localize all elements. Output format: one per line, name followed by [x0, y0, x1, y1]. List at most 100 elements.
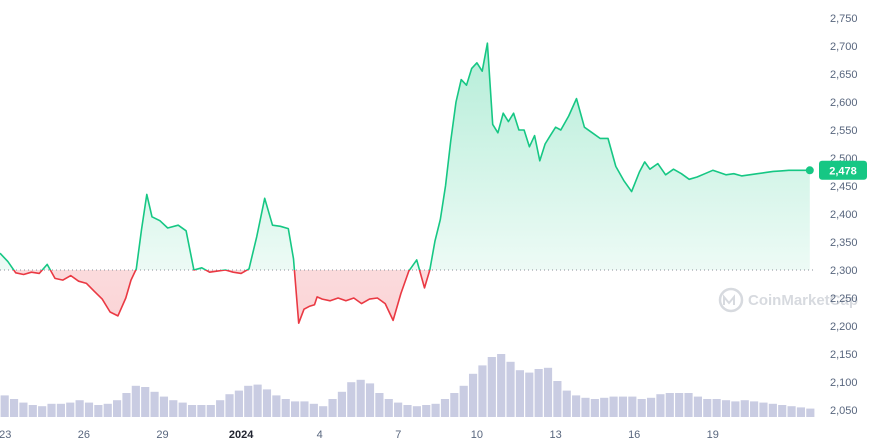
volume-bar	[740, 400, 749, 417]
volume-bar	[328, 399, 337, 417]
volume-bar	[197, 405, 206, 417]
volume-bar	[600, 397, 609, 417]
y-tick-label: 2,400	[830, 209, 858, 221]
y-tick-label: 2,250	[830, 293, 858, 305]
volume-bar	[572, 395, 581, 417]
volume-bar	[534, 369, 543, 417]
current-price-dot	[805, 166, 814, 175]
volume-bar	[618, 396, 628, 417]
volume-bar	[440, 399, 450, 417]
volume-bar	[150, 391, 159, 417]
volume-bar	[422, 405, 431, 417]
volume-bar	[656, 394, 665, 417]
volume-bar	[703, 399, 712, 417]
volume-bar	[0, 395, 9, 417]
volume-bar	[750, 401, 759, 417]
y-tick-label: 2,750	[830, 13, 858, 25]
volume-bar	[94, 405, 103, 417]
volume-bar	[234, 390, 243, 417]
volume-bar	[38, 406, 47, 417]
volume-bar	[731, 401, 740, 417]
volume-bar	[468, 373, 478, 417]
volume-bar	[141, 387, 150, 417]
volume-bar	[356, 379, 365, 417]
volume-bar	[487, 357, 496, 417]
current-price-label: 2,478	[829, 165, 857, 177]
volume-bar	[66, 402, 75, 417]
volume-bar	[412, 406, 421, 417]
volume-bar	[562, 390, 571, 417]
area-fill-above	[0, 43, 810, 270]
volume-bar	[646, 397, 656, 417]
volume-bar	[319, 406, 328, 417]
volume-bar	[281, 399, 290, 417]
volume-bar	[637, 399, 646, 417]
volume-bar	[159, 396, 169, 417]
volume-bar	[431, 403, 440, 417]
volume-bar	[450, 393, 459, 417]
x-tick-label: 2024	[229, 429, 254, 441]
volume-bar	[347, 382, 356, 417]
y-tick-label: 2,650	[830, 69, 858, 81]
volume-bar	[515, 370, 524, 417]
volume-bar	[131, 385, 140, 417]
volume-bar	[796, 407, 806, 417]
volume-bar	[506, 361, 515, 417]
y-tick-label: 2,700	[830, 41, 858, 53]
price-line-down	[12, 270, 431, 324]
volume-bar	[225, 394, 234, 417]
volume-bar	[178, 402, 187, 417]
volume-bar	[581, 397, 590, 417]
x-tick-label: 7	[395, 429, 401, 441]
volume-bar	[394, 402, 403, 417]
x-tick-label: 16	[628, 429, 640, 441]
y-tick-label: 2,100	[830, 377, 858, 389]
price-line	[0, 42, 810, 324]
current-price-badge-bg	[819, 160, 867, 180]
volume-bar	[216, 400, 225, 417]
volume-bar	[759, 402, 768, 417]
volume-bar	[693, 396, 702, 417]
volume-bar	[84, 402, 94, 417]
price-line-up	[0, 42, 810, 270]
volume-bar	[609, 396, 618, 417]
volume-bar	[47, 403, 56, 417]
volume-bar	[768, 403, 777, 417]
watermark-text: CoinMarketCap	[748, 292, 858, 309]
volume-bar	[525, 372, 534, 417]
volume-bar	[337, 391, 347, 417]
y-tick-label: 2,050	[830, 405, 858, 417]
volume-bar	[9, 399, 19, 417]
x-axis: 23 26 29 2024 4 7 10 13 16 19	[0, 429, 719, 441]
volume-bar	[56, 403, 65, 417]
volume-bar	[309, 403, 318, 417]
x-tick-label: 26	[78, 429, 90, 441]
volume-bar	[778, 405, 787, 417]
volume-bar	[553, 381, 562, 417]
x-tick-label: 29	[156, 429, 168, 441]
volume-bar	[291, 401, 300, 417]
volume-bar	[675, 393, 684, 417]
volume-bar	[628, 396, 637, 417]
y-tick-label: 2,300	[830, 265, 858, 277]
volume-bar	[206, 405, 215, 417]
volume-bar	[244, 385, 253, 417]
volume-bar	[262, 389, 272, 417]
volume-bar	[253, 384, 262, 417]
volume-bar	[169, 400, 178, 417]
volume-bar	[721, 400, 731, 417]
volume-bar	[712, 399, 721, 417]
volume-bar	[787, 406, 796, 417]
volume-bar	[365, 383, 375, 417]
volume-bar	[384, 399, 393, 417]
y-tick-label: 2,350	[830, 237, 858, 249]
volume-bar	[187, 405, 197, 417]
volume-bar	[300, 401, 309, 417]
volume-bar	[459, 385, 468, 417]
y-tick-label: 2,150	[830, 349, 858, 361]
x-tick-label: 23	[0, 429, 11, 441]
volume-bar	[590, 399, 599, 417]
volume-bars	[0, 354, 815, 417]
